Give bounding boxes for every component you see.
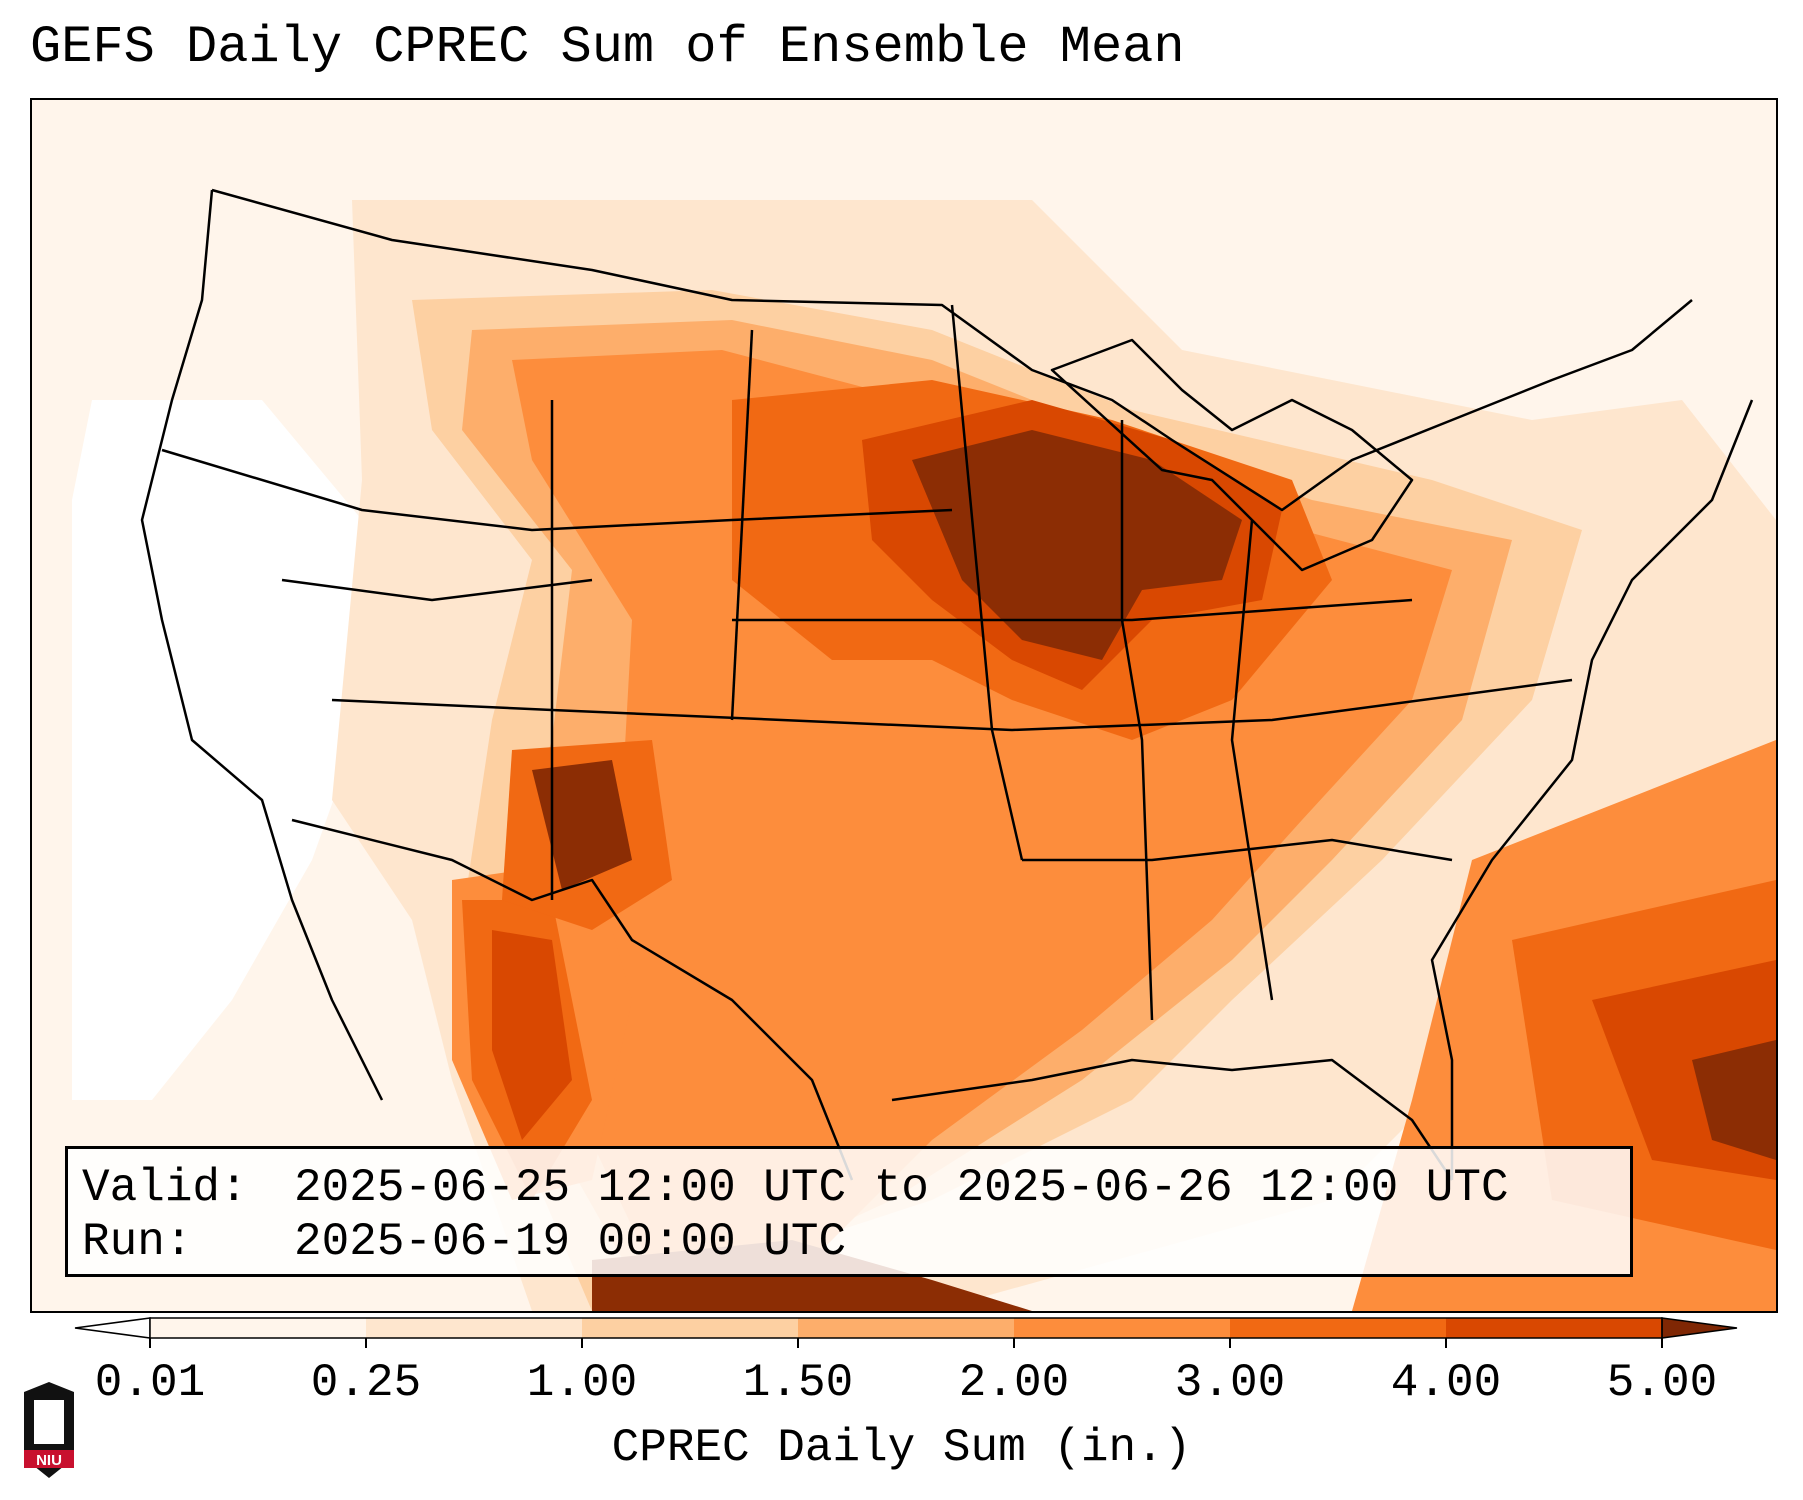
valid-label: Valid: xyxy=(82,1162,248,1214)
colorbar-segment xyxy=(1014,1318,1231,1338)
colorbar-segment xyxy=(1230,1318,1447,1338)
colorbar-tick-label: 0.01 xyxy=(94,1357,206,1409)
state-line-8 xyxy=(732,598,1413,622)
colorbar-under-arrow xyxy=(74,1317,151,1339)
field-peak-nm xyxy=(532,760,632,890)
colorbar-tick-label: 3.00 xyxy=(1174,1357,1286,1409)
state-line-10 xyxy=(1022,838,1453,862)
colorbar-label: CPREC Daily Sum (in.) xyxy=(611,1422,1192,1474)
colorbar-tick-label: 5.00 xyxy=(1606,1357,1718,1409)
field-lowest-west xyxy=(72,400,362,1100)
field-peak-atlantic xyxy=(1692,1040,1776,1160)
run-value: 2025-06-19 00:00 UTC xyxy=(294,1216,847,1268)
field-extreme-sw xyxy=(492,930,572,1140)
colorbar xyxy=(74,1317,1738,1348)
niu-logo-lettering: NIU xyxy=(36,1452,62,1469)
great-lakes-outline xyxy=(1050,338,1414,572)
colorbar-tick-label: 0.25 xyxy=(310,1357,422,1409)
colorbar-tick-label: 1.00 xyxy=(526,1357,638,1409)
state-line-2 xyxy=(331,678,1573,732)
colorbar-tick-label: 2.00 xyxy=(958,1357,1070,1409)
east-coast xyxy=(1430,399,1754,1180)
gulf-coast xyxy=(891,1058,1454,1181)
colorbar-segment xyxy=(150,1318,367,1338)
colorbar-over-arrow xyxy=(1661,1317,1738,1339)
page-title: GEFS Daily CPREC Sum of Ensemble Mean xyxy=(30,18,1185,77)
valid-value: 2025-06-25 12:00 UTC to 2025-06-26 12:00… xyxy=(294,1162,1509,1214)
niu-logo: NIU xyxy=(24,1382,74,1478)
niu-building-shape xyxy=(34,1400,64,1444)
colorbar-segment xyxy=(798,1318,1015,1338)
colorbar-segment xyxy=(1446,1318,1663,1338)
colorbar-segment xyxy=(366,1318,583,1338)
boundary-lines xyxy=(140,188,1754,1181)
colorbar-tick-label: 4.00 xyxy=(1390,1357,1502,1409)
state-line-9 xyxy=(281,578,593,602)
precipitation-map-canvas xyxy=(32,100,1776,1311)
precipitation-map xyxy=(30,98,1778,1313)
colorbar-tick-labels: 0.01 0.25 1.00 1.50 2.00 3.00 4.00 5.00 xyxy=(0,1360,1803,1410)
colorbar-tick-label: 1.50 xyxy=(742,1357,854,1409)
run-label: Run: xyxy=(82,1216,193,1268)
west-coast-outline xyxy=(140,189,384,1101)
valid-run-info-box: Valid: 2025-06-25 12:00 UTC to 2025-06-26… xyxy=(65,1146,1633,1277)
niu-band-shape xyxy=(24,1450,74,1468)
state-line-5 xyxy=(950,304,1024,861)
state-line-1 xyxy=(161,448,953,532)
colorbar-segment xyxy=(582,1318,799,1338)
state-line-4 xyxy=(730,329,754,721)
run-line: Run: 2025-06-19 00:00 UTC xyxy=(82,1219,846,1265)
mexico-border xyxy=(291,818,854,1181)
state-line-7 xyxy=(1230,519,1274,1001)
colorbar-outline xyxy=(149,1317,1663,1339)
field-peak-core xyxy=(912,430,1242,660)
valid-line: Valid: 2025-06-25 12:00 UTC to 2025-06-26… xyxy=(82,1165,1509,1211)
state-line-6 xyxy=(1120,420,1154,1021)
canada-us-border xyxy=(211,188,1693,512)
